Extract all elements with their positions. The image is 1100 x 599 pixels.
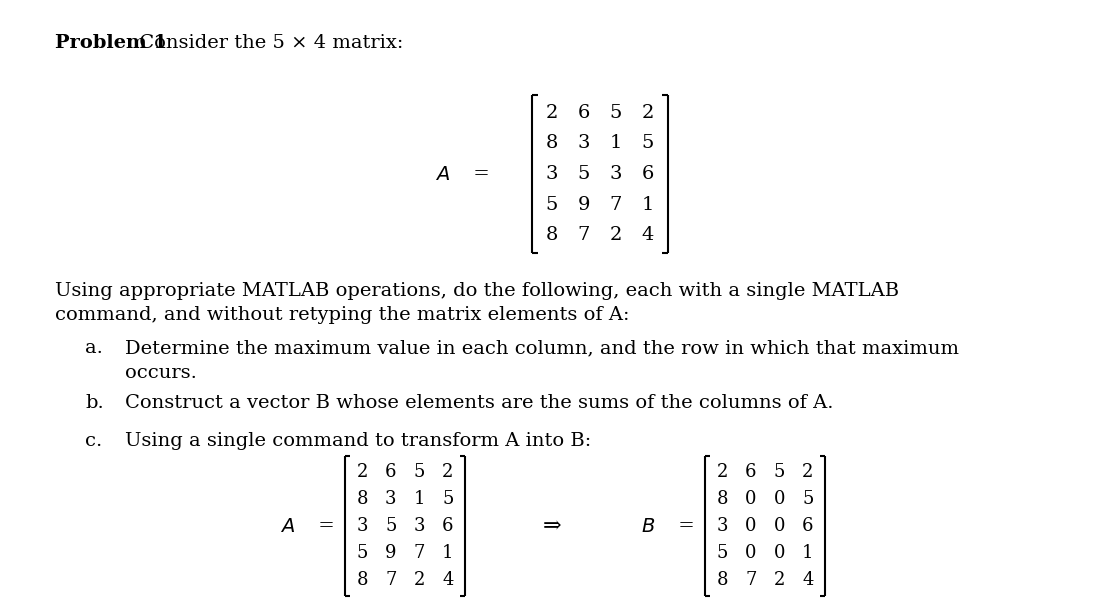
Text: 2: 2 [716,464,728,482]
Text: 0: 0 [773,544,785,562]
Text: ⇒: ⇒ [542,515,561,537]
Text: 3: 3 [414,517,425,535]
Text: 8: 8 [716,571,728,589]
Text: 5: 5 [546,195,558,213]
Text: $A$: $A$ [434,165,450,183]
Text: 7: 7 [414,544,425,562]
Text: 3: 3 [356,517,369,535]
Text: 4: 4 [641,226,654,244]
Text: 1: 1 [442,544,453,562]
Text: 2: 2 [442,464,453,482]
Text: =: = [312,517,334,535]
Text: 8: 8 [356,571,369,589]
Text: =: = [468,165,490,183]
Text: 7: 7 [745,571,757,589]
Text: 6: 6 [745,464,757,482]
Text: 0: 0 [745,544,757,562]
Text: 2: 2 [802,464,813,482]
Text: 6: 6 [802,517,814,535]
Text: 5: 5 [385,517,396,535]
Text: 7: 7 [385,571,396,589]
Text: =: = [672,517,695,535]
Text: 1: 1 [609,135,623,153]
Text: 0: 0 [745,490,757,508]
Text: 0: 0 [745,517,757,535]
Text: 5: 5 [356,544,367,562]
Text: 8: 8 [546,226,558,244]
Text: 6: 6 [641,165,654,183]
Text: 8: 8 [716,490,728,508]
Text: 5: 5 [641,135,654,153]
Text: a.: a. [85,339,103,357]
Text: 7: 7 [609,195,623,213]
Text: Using appropriate MATLAB operations, do the following, each with a single MATLAB: Using appropriate MATLAB operations, do … [55,282,899,300]
Text: 4: 4 [442,571,453,589]
Text: 2: 2 [414,571,425,589]
Text: 3: 3 [385,490,396,508]
Text: b.: b. [85,394,103,412]
Text: occurs.: occurs. [125,364,197,382]
Text: Using a single command to transform A into B:: Using a single command to transform A in… [125,432,592,450]
Text: 5: 5 [442,490,453,508]
Text: 6: 6 [442,517,453,535]
Text: $B$: $B$ [641,516,654,536]
Text: Construct a vector B whose elements are the sums of the columns of A.: Construct a vector B whose elements are … [125,394,834,412]
Text: 8: 8 [546,135,558,153]
Text: 0: 0 [773,517,785,535]
Text: 2: 2 [546,104,558,122]
Text: 9: 9 [578,195,591,213]
Text: command, and without retyping the matrix elements of A:: command, and without retyping the matrix… [55,307,629,325]
Text: 2: 2 [609,226,623,244]
Text: 8: 8 [356,490,369,508]
Text: 3: 3 [716,517,728,535]
Text: 9: 9 [385,544,396,562]
Text: Consider the 5 × 4 matrix:: Consider the 5 × 4 matrix: [133,34,404,52]
Text: 2: 2 [356,464,367,482]
Text: 6: 6 [385,464,396,482]
Text: 2: 2 [773,571,785,589]
Text: 2: 2 [641,104,654,122]
Text: 5: 5 [414,464,425,482]
Text: 1: 1 [641,195,654,213]
Text: 5: 5 [802,490,813,508]
Text: 3: 3 [609,165,623,183]
Text: Problem 1: Problem 1 [55,34,167,52]
Text: 3: 3 [546,165,558,183]
Text: 4: 4 [802,571,813,589]
Text: 5: 5 [716,544,728,562]
Text: 5: 5 [578,165,591,183]
Text: 1: 1 [802,544,814,562]
Text: 0: 0 [773,490,785,508]
Text: 6: 6 [578,104,591,122]
Text: 5: 5 [773,464,785,482]
Text: Determine the maximum value in each column, and the row in which that maximum: Determine the maximum value in each colu… [125,339,959,357]
Text: $A$: $A$ [280,516,295,536]
Text: c.: c. [85,432,102,450]
Text: 7: 7 [578,226,591,244]
Text: 3: 3 [578,135,591,153]
Text: 1: 1 [414,490,425,508]
Text: 5: 5 [609,104,623,122]
